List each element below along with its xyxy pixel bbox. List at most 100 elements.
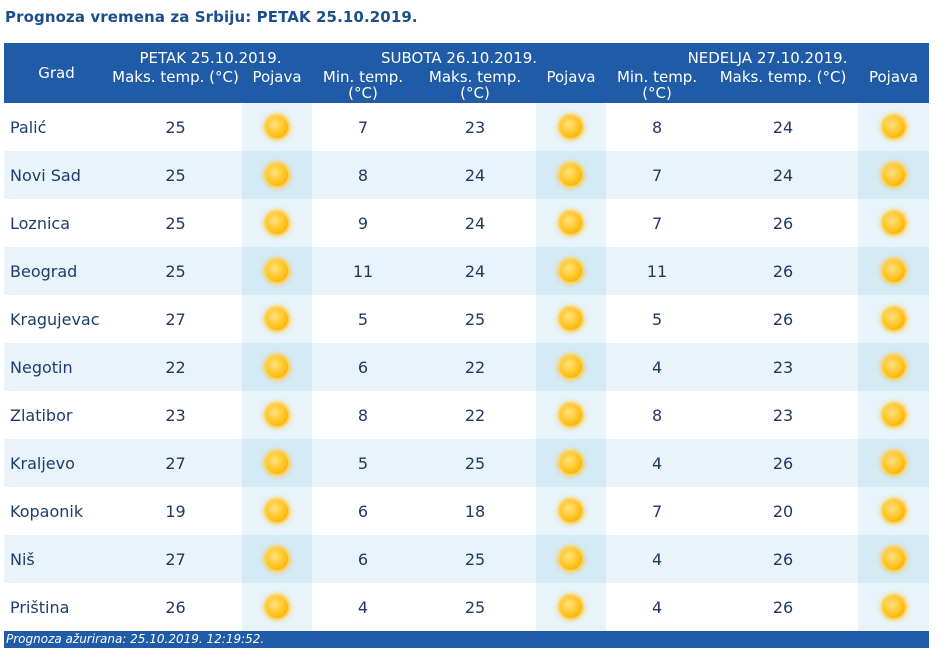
day1-weather [242,151,313,199]
day2-min-temp: 5 [312,439,415,487]
day3-max-temp: 23 [708,391,859,439]
city-name: Priština [4,583,109,631]
day2-max-temp: 22 [414,343,537,391]
sun-icon [560,404,583,426]
day2-weather [536,151,607,199]
city-name: Beograd [4,247,109,295]
sun-icon [560,308,583,330]
sun-icon [560,116,583,138]
sun-icon [882,164,905,186]
sun-icon [560,356,583,378]
day1-weather [242,583,313,631]
day3-max-temp: 26 [708,535,859,583]
header-max-temp: Maks. temp. (°C) [109,69,242,103]
day2-max-temp: 25 [414,535,537,583]
day3-weather [858,439,930,487]
sun-icon [560,500,583,522]
day3-min-temp: 8 [606,391,709,439]
day2-min-temp: 4 [312,583,415,631]
table-row: Niš 27 6 25 4 26 [4,535,930,583]
city-name: Novi Sad [4,151,109,199]
sun-icon [560,548,583,570]
day2-weather [536,487,607,535]
day1-max-temp: 25 [109,199,242,247]
sun-icon [882,596,905,618]
day3-min-temp: 7 [606,487,709,535]
day2-max-temp: 24 [414,247,537,295]
day3-min-temp: 5 [606,295,709,343]
day1-max-temp: 25 [109,247,242,295]
day3-max-temp: 26 [708,439,859,487]
day1-weather [242,391,313,439]
table-row: Kragujevac 27 5 25 5 26 [4,295,930,343]
sun-icon [266,164,288,186]
day3-weather [858,343,930,391]
day3-weather [858,247,930,295]
day1-max-temp: 27 [109,439,242,487]
day3-min-temp: 7 [606,151,709,199]
sun-icon [266,548,288,570]
day3-weather [858,295,930,343]
day2-min-temp: 5 [312,295,415,343]
day3-weather [858,151,930,199]
day1-max-temp: 22 [109,343,242,391]
day2-weather [536,391,607,439]
day2-max-temp: 18 [414,487,537,535]
day2-weather [536,103,607,151]
day3-min-temp: 4 [606,439,709,487]
sun-icon [882,548,905,570]
day3-min-temp: 4 [606,535,709,583]
city-name: Kopaonik [4,487,109,535]
sun-icon [266,260,288,282]
city-name: Niš [4,535,109,583]
table-row: Kraljevo 27 5 25 4 26 [4,439,930,487]
day1-weather [242,487,313,535]
header-min-temp: Min. temp. (°C) [606,69,709,103]
day2-min-temp: 6 [312,487,415,535]
day3-weather [858,391,930,439]
sun-icon [560,260,583,282]
day1-max-temp: 23 [109,391,242,439]
day1-weather [242,343,313,391]
day1-weather [242,247,313,295]
day3-max-temp: 24 [708,103,859,151]
day2-weather [536,583,607,631]
city-name: Negotin [4,343,109,391]
page-title: Prognoza vremena za Srbiju: PETAK 25.10.… [5,8,418,26]
day3-min-temp: 4 [606,343,709,391]
day3-min-temp: 7 [606,199,709,247]
day3-weather [858,199,930,247]
day2-min-temp: 9 [312,199,415,247]
header-pojava: Pojava [242,69,313,103]
day3-weather [858,487,930,535]
sun-icon [266,452,288,474]
day3-max-temp: 20 [708,487,859,535]
table-row: Beograd 25 11 24 11 26 [4,247,930,295]
day2-min-temp: 7 [312,103,415,151]
day3-min-temp: 4 [606,583,709,631]
sun-icon [560,452,583,474]
day2-weather [536,295,607,343]
day2-min-temp: 11 [312,247,415,295]
day3-max-temp: 26 [708,199,859,247]
day2-max-temp: 23 [414,103,537,151]
table-row: Zlatibor 23 8 22 8 23 [4,391,930,439]
header-max-temp: Maks. temp. (°C) [414,69,537,103]
day2-min-temp: 6 [312,343,415,391]
day1-weather [242,439,313,487]
update-footer: Prognoza ažurirana: 25.10.2019. 12:19:52… [4,631,929,648]
day1-max-temp: 26 [109,583,242,631]
table-row: Priština 26 4 25 4 26 [4,583,930,631]
day2-max-temp: 24 [414,151,537,199]
day1-weather [242,295,313,343]
day1-max-temp: 25 [109,151,242,199]
sun-icon [266,212,288,234]
table-row: Palić 25 7 23 8 24 [4,103,930,151]
sun-icon [560,212,583,234]
day3-weather [858,583,930,631]
day2-weather [536,535,607,583]
city-name: Kragujevac [4,295,109,343]
sun-icon [882,452,905,474]
forecast-table: Grad PETAK 25.10.2019. SUBOTA 26.10.2019… [4,43,930,631]
day1-max-temp: 25 [109,103,242,151]
